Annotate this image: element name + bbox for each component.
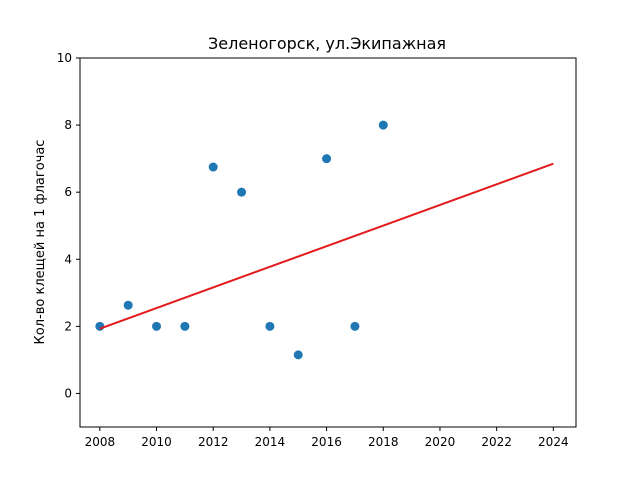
x-tick-label: 2016 — [311, 435, 342, 449]
x-tick-label: 2024 — [538, 435, 569, 449]
chart-title: Зеленогорск, ул.Экипажная — [208, 34, 446, 53]
y-tick-label: 0 — [64, 386, 72, 400]
scatter-point — [208, 162, 218, 172]
scatter-point — [95, 321, 105, 331]
y-tick-label: 4 — [64, 252, 72, 266]
y-tick-label: 10 — [57, 51, 72, 65]
scatter-point — [293, 350, 303, 360]
scatter-point — [378, 120, 388, 130]
x-tick-label: 2012 — [198, 435, 229, 449]
scatter-point — [152, 321, 162, 331]
x-tick-label: 2018 — [368, 435, 399, 449]
scatter-point — [350, 321, 360, 331]
trend-line — [99, 162, 554, 330]
y-tick-label: 6 — [64, 185, 72, 199]
x-tick-label: 2010 — [141, 435, 172, 449]
y-tick-label: 8 — [64, 118, 72, 132]
plot-frame — [79, 57, 577, 428]
scatter-point — [265, 321, 275, 331]
x-tick-label: 2014 — [255, 435, 286, 449]
x-tick-label: 2020 — [425, 435, 456, 449]
y-tick-label: 2 — [64, 319, 72, 333]
x-tick-label: 2022 — [481, 435, 512, 449]
scatter-point — [237, 187, 247, 197]
y-axis-label: Кол-во клещей на 1 флагочас — [33, 140, 48, 345]
scatter-point — [322, 154, 332, 164]
scatter-point — [180, 321, 190, 331]
plot-area: 2008 2010 2012 2014 2016 2018 2020 2022 2024 0 2 4 6… — [57, 51, 569, 449]
x-tick-label: 2008 — [85, 435, 116, 449]
scatter-point — [123, 300, 133, 310]
